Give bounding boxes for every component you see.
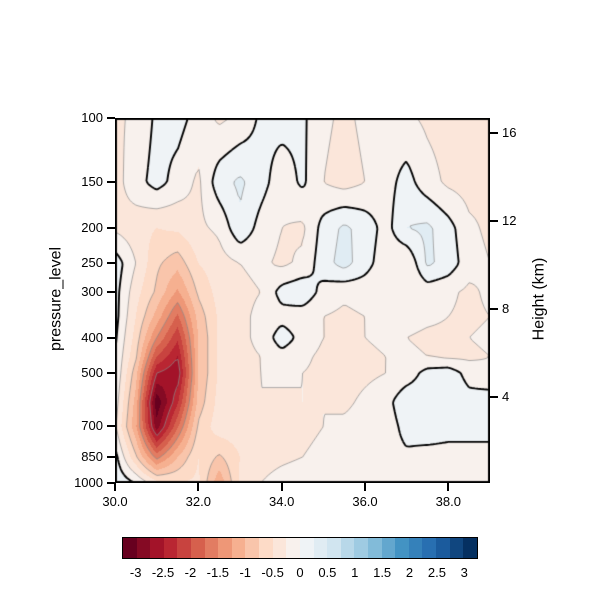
pressure-axis-tick bbox=[107, 226, 115, 229]
pressure-axis-tick-label: 700 bbox=[81, 418, 103, 434]
pressure-axis-tick-label: 100 bbox=[81, 110, 103, 125]
colorbar-tick-label: 3 bbox=[460, 565, 468, 580]
colorbar-tick-label: 2 bbox=[405, 565, 414, 580]
pressure-axis-tick bbox=[107, 181, 115, 184]
colorbar-segment bbox=[354, 538, 368, 558]
pressure-axis-tick-label: 850 bbox=[81, 449, 103, 465]
colorbar-segment bbox=[231, 538, 246, 558]
colorbar-segment bbox=[299, 538, 314, 558]
colorbar-tick-label: 1 bbox=[351, 565, 359, 580]
colorbar-segment bbox=[381, 538, 396, 558]
colorbar-segment bbox=[313, 538, 328, 558]
colorbar-segment bbox=[150, 538, 164, 558]
height-axis-tick bbox=[490, 219, 498, 222]
colorbar-segment bbox=[463, 538, 477, 558]
x-axis-tick-label: 32.0 bbox=[185, 494, 211, 509]
x-axis-tick-label: 38.0 bbox=[435, 494, 461, 509]
height-axis-tick bbox=[490, 395, 498, 398]
colorbar-segment bbox=[449, 538, 464, 558]
colorbar-tick-label: 0.5 bbox=[318, 565, 337, 580]
pressure-axis-tick-label: 250 bbox=[81, 255, 103, 271]
colorbar-segment bbox=[136, 538, 151, 558]
x-axis-tick bbox=[364, 483, 366, 491]
colorbar-segment bbox=[245, 538, 260, 558]
colorbar bbox=[122, 537, 478, 559]
pressure-axis-tick bbox=[107, 482, 115, 484]
colorbar-segment bbox=[259, 538, 273, 558]
colorbar-tick-label: -1 bbox=[239, 565, 251, 580]
colorbar-tick-label: 1.5 bbox=[373, 565, 392, 580]
pressure-axis-tick bbox=[107, 456, 115, 459]
colorbar-segment bbox=[286, 538, 300, 558]
x-axis-tick bbox=[447, 483, 450, 491]
colorbar-segment bbox=[123, 538, 137, 558]
colorbar-segment bbox=[422, 538, 437, 558]
colorbar-segment bbox=[408, 538, 423, 558]
pressure-axis-tick bbox=[107, 117, 115, 119]
height-axis-tick-label: 16 bbox=[502, 124, 517, 140]
pressure-axis-tick-label: 200 bbox=[81, 219, 103, 235]
colorbar-segment bbox=[272, 538, 287, 558]
pressure-axis-tick bbox=[107, 262, 115, 265]
height-axis-title: Height (km) bbox=[530, 257, 548, 341]
colorbar-tick-label: -2 bbox=[184, 565, 197, 580]
height-axis-tick-label: 8 bbox=[502, 300, 510, 316]
colorbar-segment bbox=[163, 538, 178, 558]
colorbar-segment bbox=[177, 538, 192, 558]
height-axis-tick-label: 4 bbox=[502, 388, 510, 404]
pressure-axis-tick-label: 1000 bbox=[74, 475, 103, 490]
colorbar-tick-label: -3 bbox=[129, 565, 142, 580]
colorbar-tick-label: -0.5 bbox=[261, 565, 284, 580]
contour-plot-canvas bbox=[115, 118, 490, 483]
colorbar-segment bbox=[327, 538, 341, 558]
pressure-axis-tick bbox=[107, 425, 115, 428]
colorbar-segment bbox=[436, 538, 450, 558]
height-axis-tick bbox=[490, 131, 498, 134]
pressure-axis-tick bbox=[107, 291, 115, 294]
pressure-axis-tick bbox=[107, 372, 115, 375]
colorbar-tick-label: 0 bbox=[296, 565, 304, 580]
height-axis-tick-label: 12 bbox=[502, 212, 517, 228]
colorbar-tick-label: -2.5 bbox=[151, 565, 175, 580]
x-axis-tick bbox=[280, 483, 283, 491]
x-axis-tick-label: 30.0 bbox=[102, 494, 128, 509]
pressure-axis-tick-label: 150 bbox=[81, 174, 103, 190]
x-axis-tick-label: 34.0 bbox=[269, 494, 295, 509]
colorbar-segment bbox=[395, 538, 409, 558]
colorbar-tick-label: -1.5 bbox=[206, 565, 230, 580]
colorbar-segment bbox=[191, 538, 205, 558]
x-axis-tick-label: 36.0 bbox=[352, 494, 378, 509]
colorbar-segment bbox=[367, 538, 382, 558]
pressure-axis-tick bbox=[107, 336, 115, 339]
pressure-axis-tick-label: 400 bbox=[81, 329, 103, 345]
x-axis-tick bbox=[114, 483, 116, 491]
pressure-axis-tick-label: 300 bbox=[81, 284, 103, 300]
colorbar-segment bbox=[204, 538, 219, 558]
colorbar-segment bbox=[340, 538, 355, 558]
x-axis-tick bbox=[197, 483, 200, 491]
height-axis-tick bbox=[490, 307, 498, 310]
pressure-axis-tick-label: 500 bbox=[81, 365, 103, 381]
colorbar-tick-label: 2.5 bbox=[427, 565, 446, 580]
colorbar-segment bbox=[218, 538, 232, 558]
